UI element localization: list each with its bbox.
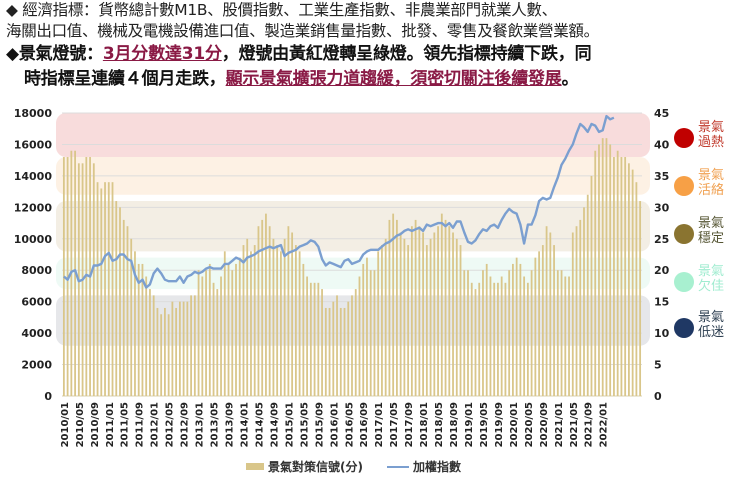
signal-summary-line-2: 時指標呈連續４個月走跌，顯示景氣擴張力道趨緩，須密切關注後續發展。 xyxy=(6,67,738,92)
svg-text:2016/01: 2016/01 xyxy=(329,402,340,447)
signal-legend-label: 景氣 過熱 xyxy=(698,120,725,150)
svg-text:2017/05: 2017/05 xyxy=(389,402,400,447)
svg-text:40: 40 xyxy=(654,138,670,151)
svg-text:18000: 18000 xyxy=(14,107,53,120)
signal-dot-icon xyxy=(674,224,694,244)
svg-text:15: 15 xyxy=(654,296,669,309)
svg-text:2011/09: 2011/09 xyxy=(135,402,146,447)
signal-legend-label: 景氣 欠佳 xyxy=(698,264,725,294)
svg-text:12000: 12000 xyxy=(14,201,53,214)
svg-text:2000: 2000 xyxy=(21,359,52,372)
svg-text:0: 0 xyxy=(44,390,52,403)
signal-legend-label: 景氣 穩定 xyxy=(698,216,725,246)
svg-text:25: 25 xyxy=(654,233,669,246)
svg-text:2012/09: 2012/09 xyxy=(180,402,191,447)
x-axis-labels: 2010/01 2010/05 2010/09 2011/01 2011/05 2011/… xyxy=(60,402,610,447)
svg-text:16000: 16000 xyxy=(14,138,53,151)
svg-text:2020/09: 2020/09 xyxy=(539,402,550,447)
svg-text:2013/09: 2013/09 xyxy=(225,402,236,447)
coincident-text: 時指標呈連續４個月走跌， xyxy=(24,69,226,89)
svg-text:2011/05: 2011/05 xyxy=(120,402,131,447)
right-axis-ticks: 0 5 10 15 20 25 30 35 40 45 xyxy=(654,107,670,403)
signal-legend-label: 景氣 活絡 xyxy=(698,168,725,198)
band-景氣穩定 xyxy=(56,201,650,252)
svg-text:2018/09: 2018/09 xyxy=(449,402,460,447)
svg-text:5: 5 xyxy=(654,359,662,372)
svg-text:2010/05: 2010/05 xyxy=(75,402,86,447)
svg-text:30: 30 xyxy=(654,201,670,214)
svg-text:2014/01: 2014/01 xyxy=(240,402,251,447)
svg-text:2012/01: 2012/01 xyxy=(150,402,161,447)
series-legend: 景氣對策信號(分) 加權指數 xyxy=(246,458,461,475)
legend-line-label: 加權指數 xyxy=(412,460,461,474)
signal-dot-icon xyxy=(674,318,694,338)
svg-text:2013/05: 2013/05 xyxy=(210,402,221,447)
svg-text:35: 35 xyxy=(654,170,669,183)
header-text: ◆ 經濟指標：貨幣總計數M1B、股價指數、工業生產指數、非農業部門就業人數、 海… xyxy=(6,0,738,92)
svg-text:2021/09: 2021/09 xyxy=(584,402,595,447)
svg-text:2019/05: 2019/05 xyxy=(479,402,490,447)
period: 。 xyxy=(561,69,579,89)
outlook-highlight: 顯示景氣擴張力道趨緩，須密切關注後續發展 xyxy=(225,69,562,89)
signal-dot-icon xyxy=(674,128,694,148)
svg-text:2016/09: 2016/09 xyxy=(359,402,370,447)
svg-text:10: 10 xyxy=(654,327,670,340)
svg-text:2011/01: 2011/01 xyxy=(105,402,116,447)
economic-indicators-line-2: 海關出口值、機械及電機設備進口值、製造業銷售量指數、批發、零售及餐飲業營業額。 xyxy=(6,22,599,40)
svg-text:2020/01: 2020/01 xyxy=(509,402,520,447)
svg-text:2015/09: 2015/09 xyxy=(314,402,325,447)
signal-label: ◆景氣燈號： xyxy=(6,44,103,64)
score-highlight: 3月分數達31分 xyxy=(102,44,222,64)
legend-bars-label: 景氣對策信號(分) xyxy=(268,460,363,474)
signal-legend-label: 景氣 低迷 xyxy=(698,310,725,340)
taiex-line xyxy=(63,114,615,289)
svg-text:2020/05: 2020/05 xyxy=(524,402,535,447)
svg-text:6000: 6000 xyxy=(21,296,52,309)
svg-text:4000: 4000 xyxy=(21,327,52,340)
signal-text: ，燈號由黃紅燈轉呈綠燈。領先指標持續下跌，同 xyxy=(221,44,592,64)
svg-text:2015/01: 2015/01 xyxy=(284,402,295,447)
svg-text:2013/01: 2013/01 xyxy=(195,402,206,447)
svg-text:2015/05: 2015/05 xyxy=(299,402,310,447)
svg-text:2014/05: 2014/05 xyxy=(255,402,266,447)
svg-text:2016/05: 2016/05 xyxy=(344,402,355,447)
svg-text:2010/01: 2010/01 xyxy=(60,402,71,447)
svg-text:2019/09: 2019/09 xyxy=(494,402,505,447)
svg-text:2010/09: 2010/09 xyxy=(90,402,101,447)
signal-dot-icon xyxy=(674,272,694,292)
svg-text:2017/01: 2017/01 xyxy=(374,402,385,447)
score-bars xyxy=(62,138,642,396)
svg-text:2019/01: 2019/01 xyxy=(464,402,475,447)
svg-text:2021/01: 2021/01 xyxy=(554,402,565,447)
svg-text:2014/09: 2014/09 xyxy=(269,402,280,447)
svg-text:8000: 8000 xyxy=(21,264,52,277)
svg-text:14000: 14000 xyxy=(14,170,53,183)
svg-text:10000: 10000 xyxy=(14,233,53,246)
svg-text:2018/01: 2018/01 xyxy=(419,402,430,447)
svg-text:2012/05: 2012/05 xyxy=(165,402,176,447)
line-swatch-icon xyxy=(386,465,409,468)
left-axis-ticks: 0 2000 4000 6000 8000 10000 12000 14000 16000 180… xyxy=(14,107,53,403)
svg-text:2021/05: 2021/05 xyxy=(569,402,580,447)
signal-dot-icon xyxy=(674,176,694,196)
economic-indicators-line-1: ◆ 經濟指標：貨幣總計數M1B、股價指數、工業生產指數、非農業部門就業人數、 xyxy=(6,1,557,19)
svg-text:45: 45 xyxy=(654,107,669,120)
svg-text:2018/05: 2018/05 xyxy=(434,402,445,447)
band-景氣過熱 xyxy=(56,113,650,158)
svg-text:20: 20 xyxy=(654,264,670,277)
bar-swatch-icon xyxy=(246,463,264,470)
svg-text:2022/01: 2022/01 xyxy=(599,402,610,447)
svg-text:2017/09: 2017/09 xyxy=(404,402,415,447)
svg-text:0: 0 xyxy=(654,390,662,403)
signal-summary-line-1: ◆景氣燈號：3月分數達31分，燈號由黃紅燈轉呈綠燈。領先指標持續下跌，同 xyxy=(6,42,738,67)
